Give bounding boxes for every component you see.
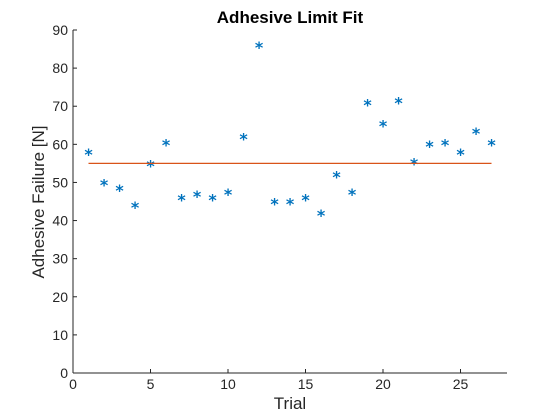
y-tick-label: 0 bbox=[60, 365, 68, 381]
y-tick-label: 30 bbox=[52, 251, 68, 267]
y-tick-label: 90 bbox=[52, 22, 68, 38]
x-tick-label: 5 bbox=[147, 376, 155, 392]
axis-ticks: 0 5 10 15 20 25 0 10 20 30 40 50 60 70 80 90 bbox=[52, 22, 468, 392]
data-point: * bbox=[255, 38, 264, 57]
y-tick-label: 80 bbox=[52, 60, 68, 76]
data-point: * bbox=[131, 198, 140, 217]
data-point: * bbox=[208, 191, 217, 210]
x-tick-label: 15 bbox=[298, 376, 314, 392]
y-tick-label: 20 bbox=[52, 289, 68, 305]
data-point: * bbox=[115, 181, 124, 200]
data-point: * bbox=[270, 194, 279, 213]
data-point: * bbox=[239, 130, 248, 149]
y-tick-label: 70 bbox=[52, 98, 68, 114]
x-tick-label: 10 bbox=[220, 376, 236, 392]
x-tick-label: 20 bbox=[375, 376, 391, 392]
data-point: * bbox=[348, 185, 357, 204]
data-point: * bbox=[177, 191, 186, 210]
data-point: * bbox=[363, 95, 372, 114]
data-point: * bbox=[317, 206, 326, 225]
x-tick-label: 0 bbox=[69, 376, 77, 392]
data-point: * bbox=[472, 124, 481, 143]
chart-title: Adhesive Limit Fit bbox=[217, 8, 364, 27]
data-point: * bbox=[394, 93, 403, 112]
y-tick-label: 40 bbox=[52, 213, 68, 229]
data-point: * bbox=[162, 135, 171, 154]
y-tick-label: 60 bbox=[52, 136, 68, 152]
x-axis-label: Trial bbox=[274, 394, 306, 413]
data-point: * bbox=[487, 135, 496, 154]
data-point: * bbox=[84, 145, 93, 164]
x-tick-label: 25 bbox=[453, 376, 469, 392]
data-point: * bbox=[456, 145, 465, 164]
plot-area: ** ***** * * **** * ********* **** bbox=[84, 38, 496, 225]
data-point: * bbox=[100, 175, 109, 194]
y-tick-label: 10 bbox=[52, 327, 68, 343]
data-point: * bbox=[379, 116, 388, 135]
y-axis-label: Adhesive Failure [N] bbox=[29, 125, 48, 278]
y-tick-label: 50 bbox=[52, 174, 68, 190]
data-point: * bbox=[332, 168, 341, 187]
data-point: * bbox=[224, 185, 233, 204]
axes bbox=[72, 30, 507, 374]
data-point: * bbox=[301, 191, 310, 210]
data-point: * bbox=[193, 187, 202, 206]
data-point: * bbox=[425, 137, 434, 156]
data-point: * bbox=[286, 194, 295, 213]
data-point: * bbox=[146, 156, 155, 175]
data-point: * bbox=[441, 135, 450, 154]
